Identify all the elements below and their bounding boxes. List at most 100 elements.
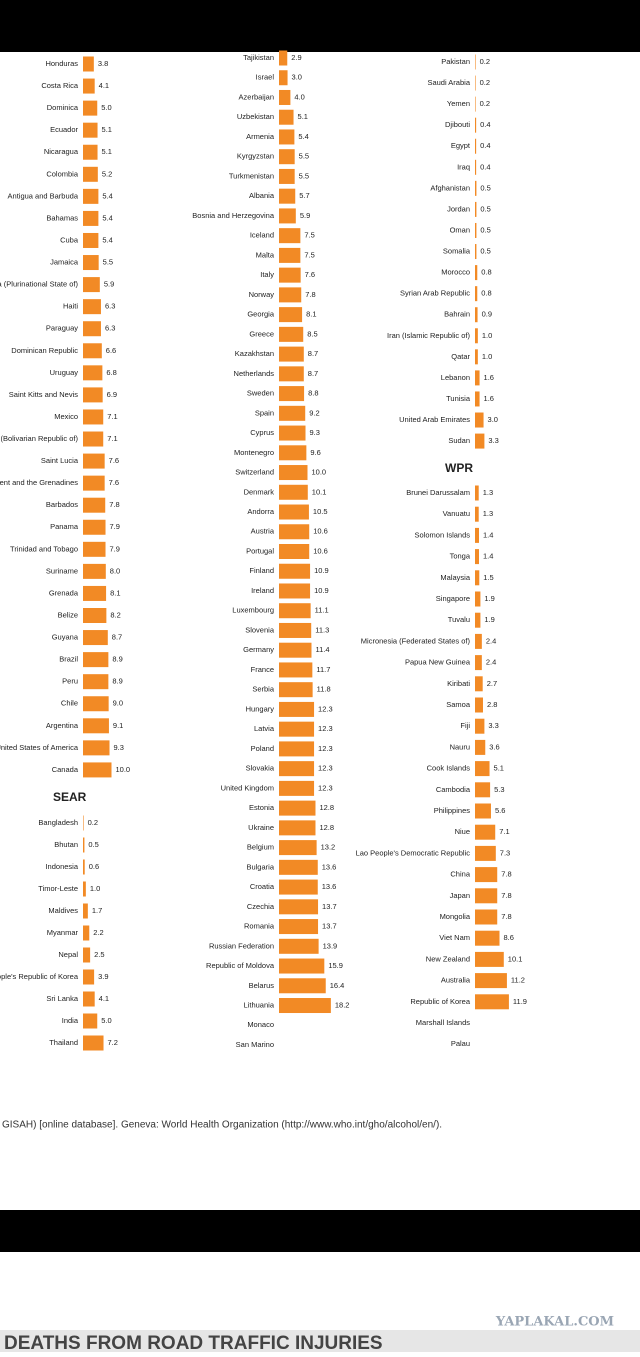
country-label: Germany bbox=[243, 645, 274, 654]
value-label: 13.7 bbox=[322, 922, 337, 931]
value-label: 7.1 bbox=[107, 434, 117, 443]
country-label: Bangladesh bbox=[38, 818, 78, 827]
value-label: 10.6 bbox=[313, 546, 328, 555]
bar bbox=[475, 549, 479, 565]
bar bbox=[475, 54, 476, 70]
country-label: ncent and the Grenadines bbox=[0, 478, 78, 487]
value-label: 10.1 bbox=[312, 487, 327, 496]
bar bbox=[475, 433, 485, 449]
value-label: 0.5 bbox=[88, 840, 98, 849]
section-title: WPR bbox=[445, 461, 473, 475]
value-label: 0.5 bbox=[480, 183, 490, 192]
country-label: Indonesia bbox=[45, 862, 78, 871]
country-label: Qatar bbox=[451, 352, 470, 361]
value-label: 10.0 bbox=[116, 765, 131, 774]
bar bbox=[83, 859, 85, 875]
value-label: 10.1 bbox=[508, 954, 523, 963]
country-label: Timor-Leste bbox=[38, 884, 78, 893]
country-label: Turkmenistan bbox=[229, 171, 274, 180]
bar bbox=[279, 149, 295, 165]
country-label: Nicaragua bbox=[44, 147, 79, 156]
bar bbox=[475, 739, 486, 755]
bar bbox=[279, 346, 304, 362]
value-label: 5.4 bbox=[298, 132, 308, 141]
bar bbox=[83, 991, 95, 1007]
country-label: Saint Lucia bbox=[41, 456, 79, 465]
bar bbox=[475, 286, 478, 302]
bar bbox=[279, 721, 315, 737]
value-label: 0.6 bbox=[89, 862, 99, 871]
country-label: Egypt bbox=[451, 141, 471, 150]
bar bbox=[279, 425, 306, 441]
value-label: 2.9 bbox=[291, 53, 301, 62]
bar bbox=[279, 504, 309, 520]
bar bbox=[475, 506, 479, 522]
value-label: 5.2 bbox=[102, 169, 112, 178]
bar bbox=[83, 387, 103, 403]
bar bbox=[279, 840, 317, 856]
country-label: Barbados bbox=[46, 500, 78, 509]
source: GISAH) [online database]. Geneva: World … bbox=[2, 1120, 442, 1131]
country-label: Bosnia and Herzegovina bbox=[192, 211, 275, 220]
value-label: 8.9 bbox=[112, 677, 122, 686]
country-label: Estonia bbox=[249, 803, 275, 812]
bar bbox=[475, 138, 477, 154]
value-label: 11.4 bbox=[315, 645, 329, 654]
bar bbox=[279, 208, 296, 224]
bar bbox=[475, 655, 482, 671]
bar bbox=[475, 867, 498, 883]
country-label: Paraguay bbox=[46, 324, 78, 333]
country-label: Afghanistan bbox=[430, 183, 470, 192]
bar bbox=[279, 50, 288, 66]
country-label: Vanuatu bbox=[443, 509, 470, 518]
bar bbox=[83, 232, 99, 248]
bar bbox=[279, 583, 311, 599]
country-label: Panama bbox=[50, 522, 79, 531]
bar bbox=[279, 386, 305, 402]
value-label: 3.9 bbox=[98, 972, 108, 981]
country-label: Jordan bbox=[447, 204, 470, 213]
bar bbox=[83, 674, 109, 690]
country-label: Belarus bbox=[249, 981, 275, 990]
bar bbox=[83, 696, 109, 712]
country-label: Bahrain bbox=[444, 310, 470, 319]
bar bbox=[279, 247, 301, 263]
bar bbox=[475, 591, 481, 607]
bar bbox=[83, 475, 105, 491]
value-label: 0.5 bbox=[480, 225, 490, 234]
country-label: Poland bbox=[251, 744, 274, 753]
bar bbox=[83, 122, 98, 138]
country-label: Kazakhstan bbox=[235, 349, 274, 358]
value-label: 8.9 bbox=[112, 655, 122, 664]
value-label: 0.2 bbox=[480, 78, 490, 87]
value-label: 7.1 bbox=[107, 412, 117, 421]
bar bbox=[83, 762, 112, 778]
bar bbox=[83, 409, 104, 425]
country-label: Somalia bbox=[443, 247, 471, 256]
value-label: 8.8 bbox=[308, 389, 318, 398]
value-label: 8.1 bbox=[306, 310, 316, 319]
bar bbox=[475, 117, 477, 133]
value-label: 5.0 bbox=[101, 103, 111, 112]
country-label: Philippines bbox=[434, 806, 471, 815]
country-label: Serbia bbox=[252, 685, 275, 694]
value-label: 11.2 bbox=[511, 976, 525, 985]
country-label: Mexico bbox=[54, 412, 78, 421]
country-label: ia (Plurinational State of) bbox=[0, 280, 78, 289]
value-label: 15.9 bbox=[328, 961, 343, 970]
value-label: 6.8 bbox=[106, 368, 116, 377]
value-label: 5.4 bbox=[102, 235, 112, 244]
country-label: Saudi Arabia bbox=[427, 78, 470, 87]
bar bbox=[475, 761, 490, 777]
value-label: 3.0 bbox=[488, 415, 498, 424]
value-label: 1.6 bbox=[484, 394, 494, 403]
value-label: 5.1 bbox=[102, 147, 112, 156]
country-label: c People's Republic of Korea bbox=[0, 972, 79, 981]
bar bbox=[475, 909, 498, 925]
value-label: 5.6 bbox=[495, 806, 505, 815]
bar bbox=[279, 168, 295, 184]
value-label: 5.1 bbox=[102, 125, 112, 134]
bar bbox=[475, 888, 498, 904]
bar bbox=[475, 265, 478, 281]
country-label: Palau bbox=[451, 1039, 470, 1048]
